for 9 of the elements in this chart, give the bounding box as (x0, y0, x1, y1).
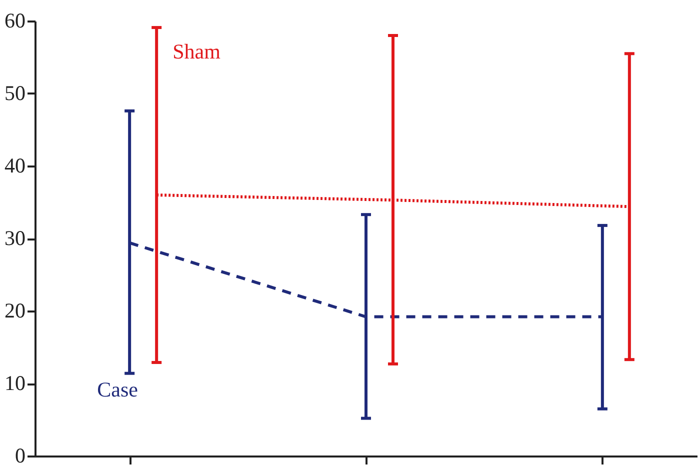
y-tick-label: 30 (4, 226, 26, 250)
text: Case (97, 377, 138, 402)
y-tick-label: 60 (4, 8, 26, 32)
y-tick-label: 50 (4, 81, 26, 105)
y-tick-label: 0 (15, 444, 26, 468)
y-tick-label: 40 (4, 154, 26, 178)
y-tick-label: 20 (4, 298, 26, 322)
text: Sham (172, 40, 220, 64)
y-tick-label: 10 (4, 371, 26, 395)
